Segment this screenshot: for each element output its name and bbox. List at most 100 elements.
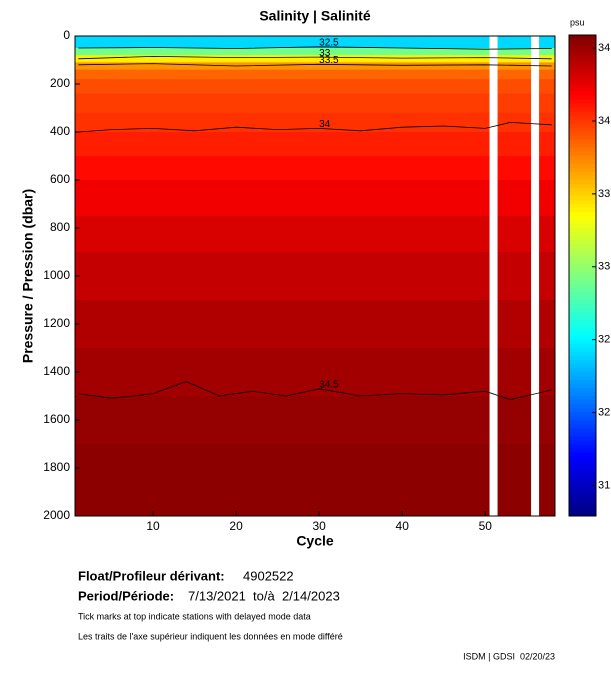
- colorbar-cell: [569, 67, 596, 72]
- period-label: Period/Période:: [78, 588, 174, 603]
- heat-cell: [75, 55, 555, 63]
- credit: ISDM | GDSI 02/20/23: [463, 651, 555, 661]
- colorbar-cell: [569, 199, 596, 204]
- colorbar-cell: [569, 419, 596, 425]
- contour-label: 32.5: [319, 37, 339, 48]
- colorbar-cell: [569, 263, 596, 268]
- colorbar-cell: [569, 447, 596, 453]
- colorbar-cell: [569, 291, 596, 297]
- colorbar-cell: [569, 151, 596, 156]
- heat-cell: [75, 216, 555, 253]
- y-tick-label: 1000: [43, 268, 70, 282]
- colorbar-cell: [569, 91, 596, 96]
- colorbar-cell: [569, 211, 596, 216]
- heat-cell: [75, 69, 555, 80]
- colorbar-cell: [569, 379, 596, 385]
- x-tick-label: 20: [229, 519, 243, 533]
- colorbar-cell: [569, 155, 596, 160]
- colorbar-cell: [569, 71, 596, 76]
- colorbar-cell: [569, 299, 596, 305]
- colorbar-cell: [569, 219, 596, 224]
- colorbar-cell: [569, 343, 596, 349]
- colorbar-cell: [569, 403, 596, 409]
- colorbar-cell: [569, 415, 596, 421]
- colorbar-cell: [569, 255, 596, 260]
- colorbar-cell: [569, 303, 596, 309]
- colorbar-cell: [569, 371, 596, 377]
- colorbar-cell: [569, 59, 596, 64]
- colorbar-cell: [569, 375, 596, 381]
- contour-line: [78, 381, 552, 401]
- x-axis-label: Cycle: [296, 533, 334, 549]
- colorbar-cell: [569, 195, 596, 200]
- colorbar-cell: [569, 327, 596, 333]
- colorbar-cell: [569, 355, 596, 361]
- missing-column: [489, 36, 498, 516]
- colorbar-cell: [569, 319, 596, 325]
- colorbar-cell: [569, 499, 596, 505]
- contour-label: 34: [319, 119, 331, 130]
- heat-cell: [75, 36, 555, 49]
- colorbar-cell: [569, 231, 596, 236]
- y-tick-label: 200: [50, 76, 70, 90]
- colorbar-cell: [569, 191, 596, 196]
- colorbar-cell: [569, 287, 596, 293]
- colorbar-cell: [569, 55, 596, 60]
- y-tick-label: 1600: [43, 412, 70, 426]
- colorbar-cell: [569, 111, 596, 116]
- colorbar-cell: [569, 83, 596, 88]
- colorbar-cell: [569, 215, 596, 220]
- colorbar-cell: [569, 475, 596, 481]
- colorbar-cell: [569, 179, 596, 184]
- colorbar-cell: [569, 259, 596, 264]
- colorbar-cell: [569, 399, 596, 405]
- contour-label: 34.5: [319, 379, 339, 390]
- colorbar-tick-label: 32.5: [598, 334, 611, 346]
- y-tick-label: 800: [50, 220, 70, 234]
- x-tick-label: 30: [312, 519, 326, 533]
- colorbar-cell: [569, 63, 596, 68]
- colorbar-tick-label: 31.5: [598, 479, 611, 491]
- colorbar-cell: [569, 147, 596, 152]
- heat-cell: [75, 396, 555, 445]
- chart-title: Salinity | Salinité: [259, 8, 370, 24]
- heat-cell: [75, 252, 555, 301]
- colorbar-cell: [569, 443, 596, 449]
- colorbar-cell: [569, 163, 596, 168]
- colorbar-tick-label: 34: [598, 115, 610, 127]
- heat-cell: [75, 48, 555, 56]
- y-tick-label: 600: [50, 172, 70, 186]
- colorbar-cell: [569, 131, 596, 136]
- colorbar-cell: [569, 459, 596, 465]
- x-tick-label: 40: [396, 519, 410, 533]
- y-tick-label: 0: [63, 28, 70, 42]
- colorbar-cell: [569, 107, 596, 112]
- colorbar-cell: [569, 283, 596, 289]
- colorbar-cell: [569, 175, 596, 180]
- colorbar-cell: [569, 483, 596, 489]
- period: 7/13/2021 to/à 2/14/2023: [188, 588, 340, 603]
- colorbar-cell: [569, 395, 596, 401]
- colorbar-cell: [569, 503, 596, 509]
- colorbar-cell: [569, 43, 596, 48]
- colorbar-tick-label: 33.5: [598, 188, 611, 200]
- colorbar-cell: [569, 167, 596, 172]
- colorbar-cell: [569, 431, 596, 437]
- colorbar-cell: [569, 463, 596, 469]
- x-tick-label: 50: [479, 519, 493, 533]
- colorbar-cell: [569, 271, 596, 276]
- float-label: Float/Profileur dérivant:: [78, 568, 225, 583]
- heat-cell: [75, 132, 555, 157]
- y-axis-label: Pressure / Pression (dbar): [20, 189, 36, 363]
- colorbar-cell: [569, 39, 596, 44]
- colorbar-cell: [569, 487, 596, 493]
- colorbar-cell: [569, 387, 596, 393]
- colorbar-cell: [569, 315, 596, 321]
- colorbar-cell: [569, 511, 596, 517]
- colorbar-cell: [569, 47, 596, 52]
- contour-line: [78, 46, 552, 50]
- colorbar-cell: [569, 335, 596, 341]
- colorbar-tick-label: 33: [598, 261, 610, 273]
- colorbar-cell: [569, 279, 596, 285]
- colorbar-cell: [569, 351, 596, 357]
